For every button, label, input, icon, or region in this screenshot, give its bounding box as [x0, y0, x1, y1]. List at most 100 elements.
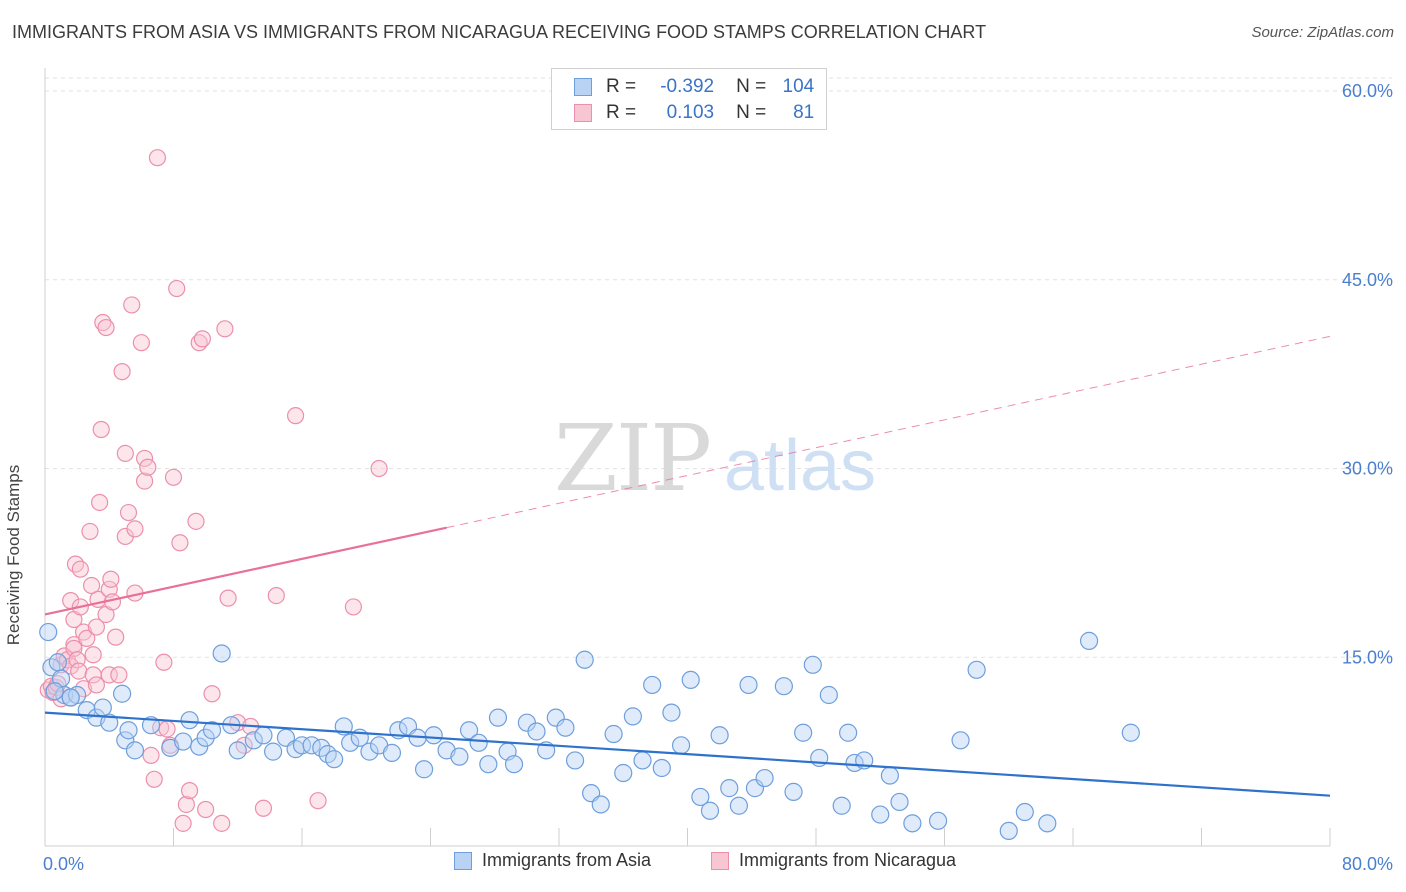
- nicaragua-point-77: [286, 407, 305, 425]
- asia-point-14: [119, 721, 138, 740]
- watermark-atlas: atlas: [724, 426, 876, 506]
- asia-point-98: [1015, 802, 1034, 822]
- bottom-legend: Immigrants from Asia Immigrants from Nic…: [0, 850, 1406, 880]
- asia-point-40: [382, 743, 402, 762]
- asia-point-70: [671, 736, 691, 755]
- asia-point-25: [244, 731, 263, 750]
- nicaragua-trend-line: [44, 526, 447, 616]
- asia-point-97: [999, 821, 1018, 841]
- asia-point-63: [604, 724, 623, 744]
- nicaragua-point-53: [148, 149, 167, 167]
- nicaragua-point-38: [107, 628, 125, 646]
- asia-point-87: [839, 723, 858, 742]
- asia-trend-line: [44, 711, 1331, 797]
- nicaragua-point-21: [78, 629, 96, 647]
- asia-point-101: [1121, 723, 1140, 742]
- asia-point-91: [880, 766, 899, 785]
- legend-item-asia: Immigrants from Asia: [454, 850, 651, 871]
- watermark: ZIP atlas: [554, 405, 876, 512]
- nicaragua-point-68: [203, 685, 221, 703]
- asia-point-85: [819, 685, 838, 705]
- nicaragua-point-79: [344, 598, 362, 616]
- asia-point-34: [325, 750, 344, 769]
- legend-nicaragua-label: Immigrants from Nicaragua: [739, 850, 957, 870]
- asia-point-94: [928, 811, 948, 830]
- asia-point-11: [112, 684, 132, 703]
- nicaragua-point-47: [132, 334, 150, 352]
- y-tick-labels: 15.0% 30.0% 45.0% 60.0%: [1342, 81, 1393, 667]
- asia-point-36: [341, 733, 360, 752]
- asia-point-45: [424, 726, 443, 745]
- nicaragua-n-value: 81: [793, 102, 815, 123]
- asia-point-26: [254, 726, 273, 745]
- asia-point-100: [1079, 631, 1099, 650]
- asia-point-76: [729, 796, 749, 815]
- asia-r-value: -0.392: [660, 76, 715, 97]
- chart-title: IMMIGRANTS FROM ASIA VS IMMIGRANTS FROM …: [12, 22, 987, 42]
- nicaragua-point-30: [92, 420, 110, 439]
- watermark-zip: ZIP: [554, 405, 710, 512]
- nicaragua-point-34: [100, 666, 118, 684]
- nicaragua-point-36: [102, 570, 120, 588]
- asia-point-59: [565, 751, 585, 770]
- asia-point-50: [479, 755, 498, 774]
- asia-swatch: [574, 78, 592, 96]
- asia-point-2: [48, 653, 67, 672]
- nicaragua-point-27: [87, 618, 106, 636]
- nicaragua-point-75: [254, 799, 273, 817]
- y-tick-label-2: 45.0%: [1342, 270, 1393, 290]
- nicaragua-point-67: [197, 800, 215, 819]
- nicaragua-trend-extension: [446, 335, 1331, 529]
- asia-point-55: [527, 722, 546, 741]
- nicaragua-point-26: [87, 676, 106, 694]
- asia-point-72: [691, 787, 710, 807]
- nicaragua-point-78: [309, 792, 327, 810]
- asia-point-93: [903, 814, 922, 833]
- nicaragua-point-69: [213, 814, 231, 832]
- nicaragua-point-60: [171, 534, 189, 552]
- asia-point-48: [459, 721, 479, 740]
- x-tick-label-min: 0.0%: [43, 854, 84, 874]
- asia-point-20: [196, 728, 215, 747]
- nicaragua-point-58: [164, 468, 183, 486]
- nicaragua-r-label: R =: [606, 102, 637, 123]
- asia-point-22: [212, 644, 231, 663]
- nicaragua-point-71: [219, 589, 237, 607]
- asia-point-58: [556, 718, 575, 737]
- nicaragua-point-31: [94, 313, 112, 332]
- asia-point-62: [591, 795, 610, 814]
- nicaragua-point-23: [82, 576, 101, 595]
- asia-point-81: [784, 782, 803, 801]
- x-tick-label-max: 80.0%: [1342, 854, 1393, 874]
- y-tick-label-3: 60.0%: [1342, 81, 1393, 101]
- asia-point-9: [93, 698, 112, 717]
- asia-point-21: [202, 721, 222, 740]
- nicaragua-point-44: [123, 296, 141, 314]
- asia-point-90: [871, 805, 890, 824]
- axes: [44, 68, 1331, 847]
- nicaragua-point-13: [65, 639, 83, 658]
- nicaragua-point-39: [110, 666, 128, 684]
- asia-n-value: 104: [782, 76, 815, 97]
- asia-point-66: [633, 751, 652, 770]
- nicaragua-point-29: [91, 493, 109, 512]
- stats-legend: R = -0.392 N = 104 R = 0.103 N = 81: [551, 68, 827, 130]
- asia-point-10: [100, 713, 119, 732]
- nicaragua-point-14: [66, 555, 85, 573]
- legend-asia-swatch: [454, 851, 472, 870]
- asia-point-75: [720, 779, 739, 798]
- nicaragua-point-22: [81, 522, 99, 541]
- nicaragua-point-24: [84, 646, 102, 664]
- asia-point-65: [623, 707, 642, 726]
- asia-point-44: [414, 760, 434, 779]
- asia-point-83: [803, 655, 822, 674]
- nicaragua-point-51: [142, 746, 160, 765]
- source-label: Source: ZipAtlas.com: [1251, 24, 1394, 41]
- y-axis-label: Receiving Food Stamps: [4, 464, 23, 646]
- y-tick-label-0: 15.0%: [1342, 647, 1393, 667]
- asia-point-102: [45, 682, 64, 701]
- legend-asia-label: Immigrants from Asia: [482, 850, 652, 870]
- asia-points: [39, 622, 1140, 841]
- nicaragua-point-56: [158, 720, 176, 738]
